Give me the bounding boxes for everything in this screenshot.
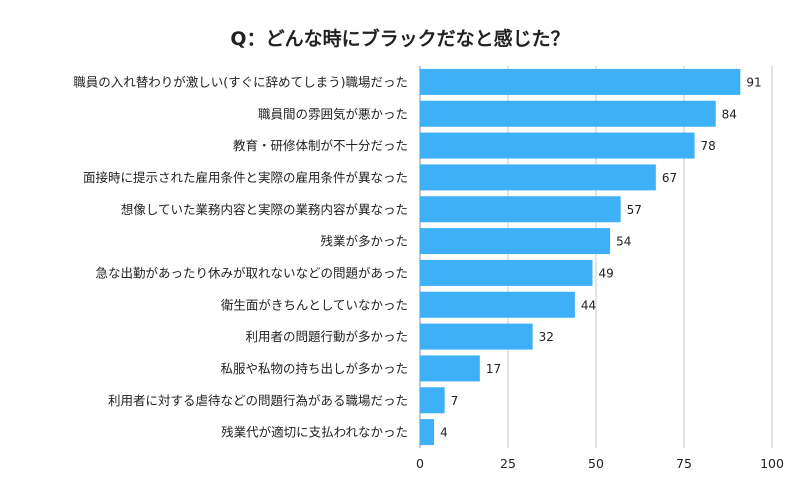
value-label: 67 bbox=[662, 171, 677, 185]
bar bbox=[420, 68, 741, 95]
value-label: 57 bbox=[627, 203, 642, 217]
chart-title: Q：どんな時にブラックだなと感じた？ bbox=[230, 28, 570, 50]
bar bbox=[420, 100, 716, 127]
bar bbox=[420, 259, 593, 286]
value-label: 84 bbox=[722, 107, 737, 121]
bar bbox=[420, 164, 656, 191]
bar bbox=[420, 355, 480, 382]
bar bbox=[420, 196, 621, 223]
bar bbox=[420, 323, 533, 350]
x-tick-label: 50 bbox=[588, 456, 604, 471]
value-label: 17 bbox=[486, 362, 501, 376]
category-label: 利用者に対する虐待などの問題行為がある職場だった bbox=[108, 393, 408, 408]
x-tick-label: 75 bbox=[676, 456, 692, 471]
category-label: 職員の入れ替わりが激しい(すぐに辞めてしまう)職場だった bbox=[73, 74, 408, 89]
category-label: 残業が多かった bbox=[320, 234, 408, 249]
category-label: 衛生面がきちんとしていなかった bbox=[221, 297, 408, 312]
value-label: 54 bbox=[616, 235, 631, 249]
bar bbox=[420, 291, 575, 318]
bar bbox=[420, 228, 611, 255]
bar-layer bbox=[420, 68, 741, 446]
bar bbox=[420, 419, 435, 446]
value-label: 7 bbox=[451, 394, 459, 408]
grid-layer bbox=[419, 66, 773, 448]
label-layer: 0 25 50 75 100 職員の入れ替わりが激しい(すぐに辞めてしまう)職場だった 91… bbox=[73, 74, 784, 471]
category-label: 面接時に提示された雇用条件と実際の雇用条件が異なった bbox=[83, 170, 408, 185]
value-label: 91 bbox=[746, 75, 761, 89]
value-label: 44 bbox=[581, 298, 596, 312]
value-label: 4 bbox=[440, 426, 448, 440]
bar bbox=[420, 387, 445, 414]
x-tick-label: 25 bbox=[500, 456, 516, 471]
value-label: 32 bbox=[539, 330, 554, 344]
x-tick-label: 100 bbox=[760, 456, 784, 471]
category-label: 職員間の雰囲気が悪かった bbox=[258, 106, 408, 121]
category-label: 想像していた業務内容と実際の業務内容が異なった bbox=[121, 202, 408, 217]
bar bbox=[420, 132, 695, 159]
category-label: 利用者の問題行動が多かった bbox=[245, 329, 408, 344]
category-label: 急な出勤があったり休みが取れないなどの問題があった bbox=[95, 265, 408, 280]
category-label: 残業代が適切に支払われなかった bbox=[221, 425, 408, 440]
category-label: 教育・研修体制が不十分だった bbox=[233, 138, 408, 153]
value-label: 49 bbox=[598, 266, 613, 280]
x-tick-label: 0 bbox=[416, 456, 424, 471]
value-label: 78 bbox=[701, 139, 716, 153]
category-label: 私服や私物の持ち出しが多かった bbox=[220, 361, 408, 376]
